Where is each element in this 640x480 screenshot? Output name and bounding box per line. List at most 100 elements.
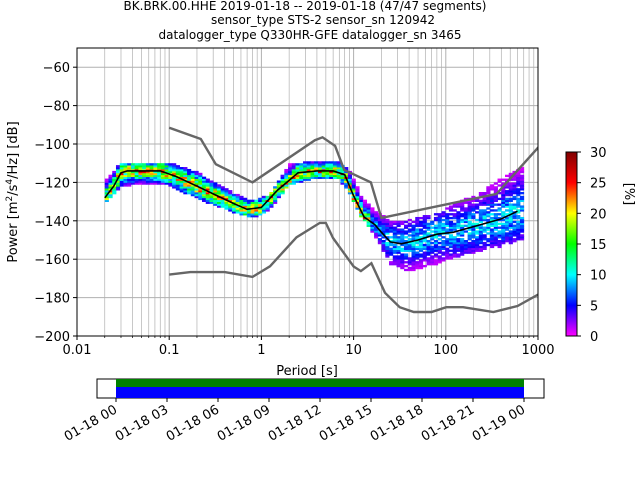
heatmap-cell xyxy=(250,205,255,208)
heatmap-cell xyxy=(332,172,338,176)
heatmap-cell xyxy=(478,209,483,212)
heatmap-cell xyxy=(478,249,483,252)
heatmap-cell xyxy=(205,188,210,191)
heatmap-cell xyxy=(448,241,454,245)
heatmap-cell xyxy=(123,172,128,176)
heatmap-cell xyxy=(486,218,491,222)
heatmap-cell xyxy=(359,195,364,199)
heatmap-cell xyxy=(336,165,341,168)
noise-models xyxy=(168,126,538,314)
heatmap-cell xyxy=(104,190,109,193)
heatmap-cell xyxy=(426,215,431,218)
heatmap-cell xyxy=(400,232,405,235)
heatmap-cell xyxy=(437,247,442,250)
heatmap-cell xyxy=(501,182,506,185)
heatmap-cell xyxy=(404,230,409,233)
heatmap-cell xyxy=(422,222,427,226)
heatmap-cell xyxy=(385,241,390,245)
heatmap-cell xyxy=(108,180,113,183)
heatmap-cell xyxy=(422,257,427,260)
heatmap-cell xyxy=(246,213,252,216)
heatmap-cell xyxy=(366,224,371,227)
heatmap-cell xyxy=(519,234,525,237)
heatmap-cell xyxy=(228,190,233,193)
heatmap-cell xyxy=(482,236,487,239)
heatmap-cell xyxy=(482,226,487,229)
heatmap-cell xyxy=(448,243,454,247)
heatmap-cell xyxy=(108,178,113,181)
heatmap-cell xyxy=(456,205,461,208)
heatmap-cell xyxy=(486,232,491,235)
heatmap-cell xyxy=(490,195,495,199)
heatmap-cell xyxy=(130,163,136,166)
heatmap-cell xyxy=(213,195,218,199)
heatmap-cell xyxy=(157,174,162,178)
heatmap-cell xyxy=(501,197,506,201)
heatmap-cell xyxy=(153,174,158,178)
heatmap-cell xyxy=(411,255,416,258)
heatmap-cell xyxy=(482,213,487,216)
heatmap-cell xyxy=(456,255,461,258)
heatmap-cell xyxy=(220,195,225,199)
heatmap-cell xyxy=(340,174,345,178)
heatmap-cell xyxy=(501,224,506,227)
heatmap-cell xyxy=(467,228,472,231)
heatmap-cell xyxy=(441,228,446,231)
heatmap-cell xyxy=(400,263,405,266)
heatmap-cell xyxy=(385,236,390,239)
heatmap-cell xyxy=(288,182,293,185)
heatmap-cell xyxy=(501,241,506,245)
heatmap-cell xyxy=(187,178,192,181)
heatmap-cell xyxy=(422,247,427,250)
heatmap-cell xyxy=(460,213,465,216)
heatmap-cell xyxy=(516,172,521,176)
heatmap-cell xyxy=(486,215,491,218)
heatmap-cell xyxy=(381,249,386,252)
heatmap-cell xyxy=(157,167,162,170)
heatmap-cell xyxy=(168,170,173,174)
heatmap-cell xyxy=(467,211,472,214)
heatmap-cell xyxy=(310,163,315,166)
heatmap-cell xyxy=(501,188,506,191)
heatmap-cell xyxy=(385,249,390,252)
heatmap-cell xyxy=(501,232,506,235)
heatmap-cell xyxy=(288,170,293,174)
heatmap-cell xyxy=(123,180,128,183)
heatmap-cell xyxy=(115,182,121,185)
heatmap-cell xyxy=(157,178,162,181)
heatmap-cell xyxy=(497,240,502,243)
heatmap-cell xyxy=(448,230,454,233)
heatmap-cell xyxy=(516,180,521,183)
heatmap-cell xyxy=(437,259,442,262)
heatmap-cell xyxy=(475,222,480,226)
heatmap-cell xyxy=(366,215,371,218)
heatmap-cell xyxy=(437,218,442,222)
heatmap-cell xyxy=(381,241,386,245)
heatmap-cell xyxy=(407,238,412,241)
heatmap-cell xyxy=(415,216,420,220)
heatmap-cell xyxy=(460,220,465,224)
heatmap-cell xyxy=(175,182,180,185)
heatmap-cell xyxy=(104,186,109,189)
heatmap-cell xyxy=(235,199,240,202)
heatmap-cell xyxy=(231,211,237,214)
heatmap-cell xyxy=(433,224,439,227)
heatmap-cell xyxy=(482,209,487,212)
heatmap-cell xyxy=(490,197,495,201)
heatmap-cell xyxy=(415,264,420,268)
heatmap-cell xyxy=(508,236,513,239)
heatmap-cell xyxy=(486,243,491,247)
heatmap-cell xyxy=(400,255,405,258)
heatmap-cell xyxy=(493,182,498,185)
heatmap-cell xyxy=(426,259,431,262)
heatmap-cell xyxy=(112,176,117,179)
heatmap-cell xyxy=(415,230,420,233)
heatmap-cell xyxy=(355,197,360,201)
heatmap-cell xyxy=(456,249,461,252)
heatmap-cell xyxy=(336,163,341,166)
colorbar-tick-label: 20 xyxy=(590,207,607,222)
heatmap-cell xyxy=(467,247,472,250)
heatmap-cell xyxy=(430,251,435,254)
heatmap-cell xyxy=(164,170,169,174)
heatmap-cell xyxy=(490,186,495,189)
